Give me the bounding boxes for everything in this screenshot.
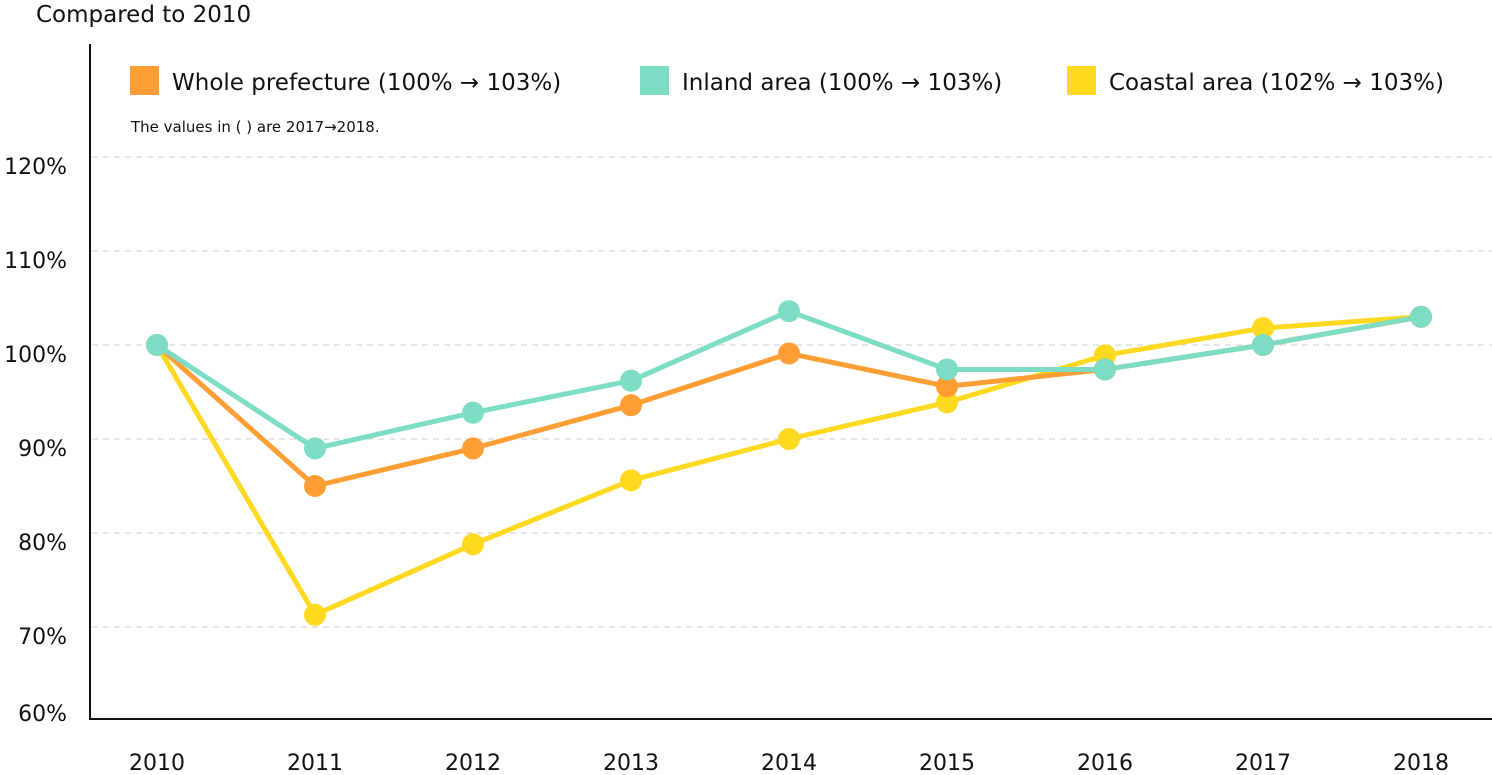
data-point xyxy=(936,375,958,398)
data-point xyxy=(778,428,800,450)
legend-swatch xyxy=(640,66,669,95)
data-point xyxy=(304,475,326,497)
x-tick-label: 2017 xyxy=(1235,751,1291,771)
data-point xyxy=(1252,334,1274,356)
y-tick-label: 80% xyxy=(18,531,67,556)
legend-swatch xyxy=(130,66,159,95)
series-line-0 xyxy=(155,314,1422,489)
legend-label: Coastal area (102% → 103%) xyxy=(1109,70,1444,96)
y-tick-label: 90% xyxy=(18,437,67,462)
data-point xyxy=(620,369,642,392)
data-point xyxy=(1094,358,1116,381)
legend-label: Inland area (100% → 103%) xyxy=(682,70,1002,96)
legend-label: Whole prefecture (100% → 103%) xyxy=(172,70,561,96)
legend-swatch xyxy=(1067,66,1096,95)
data-point xyxy=(620,394,642,417)
data-point xyxy=(1252,317,1274,340)
data-point xyxy=(936,391,958,414)
data-point xyxy=(304,437,326,460)
data-point xyxy=(936,358,958,381)
y-tick-label: 110% xyxy=(4,249,67,274)
y-tick-label: 60% xyxy=(18,702,67,727)
x-tick-label: 2018 xyxy=(1393,751,1449,771)
data-point xyxy=(462,437,484,460)
x-tick-label: 2014 xyxy=(761,751,817,771)
data-point xyxy=(146,334,168,356)
data-point xyxy=(462,401,484,424)
y-tick-label: 70% xyxy=(18,625,67,650)
data-point xyxy=(620,469,642,492)
data-point xyxy=(462,533,484,556)
x-tick-label: 2015 xyxy=(919,751,975,771)
chart-note: The values in ( ) are 2017→2018. xyxy=(130,118,380,136)
y-tick-label: 100% xyxy=(4,343,67,368)
x-tick-label: 2012 xyxy=(445,751,501,771)
x-tick-label: 2010 xyxy=(129,751,185,771)
data-point xyxy=(1410,305,1432,328)
y-tick-label: 120% xyxy=(4,155,67,180)
x-tick-label: 2013 xyxy=(603,751,659,771)
x-tick-label: 2011 xyxy=(287,751,343,771)
x-tick-label: 2016 xyxy=(1077,751,1133,771)
data-point xyxy=(304,603,326,626)
data-point xyxy=(778,300,800,323)
y-axis-title: Compared to 2010 xyxy=(36,2,251,28)
data-point xyxy=(778,342,800,365)
